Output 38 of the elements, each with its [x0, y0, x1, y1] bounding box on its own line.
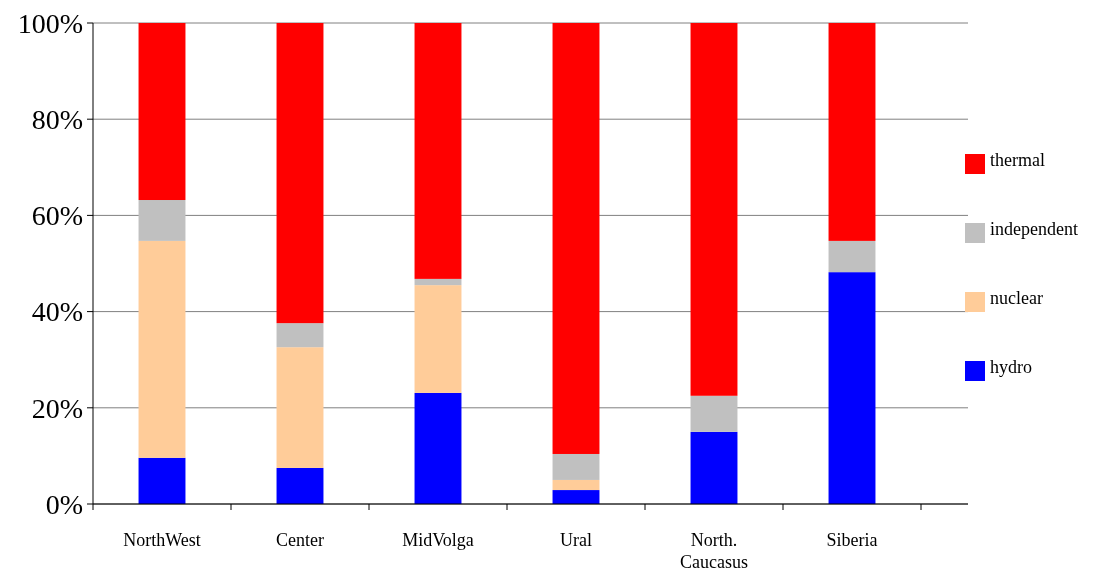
bar — [276, 23, 324, 324]
bar — [828, 240, 876, 273]
bar — [828, 23, 876, 241]
bar — [690, 431, 738, 504]
bar — [552, 23, 600, 454]
bar — [138, 457, 186, 504]
bar — [414, 278, 462, 286]
y-tick-label: 60% — [31, 200, 83, 232]
bar — [276, 467, 324, 504]
bar — [138, 23, 186, 201]
x-tick-label: Center — [276, 530, 324, 550]
y-tick-label: 20% — [31, 392, 83, 424]
bar — [414, 23, 462, 279]
y-tick-label: 100% — [17, 7, 83, 39]
x-tick-label: Ural — [560, 530, 592, 550]
legend-label: thermal — [990, 150, 1045, 171]
y-tick-label: 80% — [31, 104, 83, 135]
x-tick-label: Siberia — [826, 530, 878, 550]
bar — [276, 323, 324, 348]
bar — [138, 200, 186, 241]
y-tick-label: 40% — [31, 296, 83, 328]
legend-label: hydro — [990, 357, 1032, 378]
x-tick-label: North. Caucasus — [680, 530, 748, 572]
bar — [690, 23, 738, 396]
bar — [552, 453, 600, 480]
bar — [828, 272, 876, 504]
legend-label: independent — [990, 219, 1078, 240]
x-tick-label: MidVolga — [402, 530, 474, 550]
bar — [276, 347, 324, 468]
x-tick-label: NorthWest — [123, 530, 201, 550]
bar — [414, 285, 462, 393]
bar — [552, 479, 600, 491]
y-tick-label: 0% — [45, 488, 83, 520]
bar — [414, 392, 462, 504]
bar — [138, 240, 186, 458]
legend-label: nuclear — [990, 288, 1043, 309]
bar — [690, 395, 738, 432]
bar — [552, 490, 600, 504]
